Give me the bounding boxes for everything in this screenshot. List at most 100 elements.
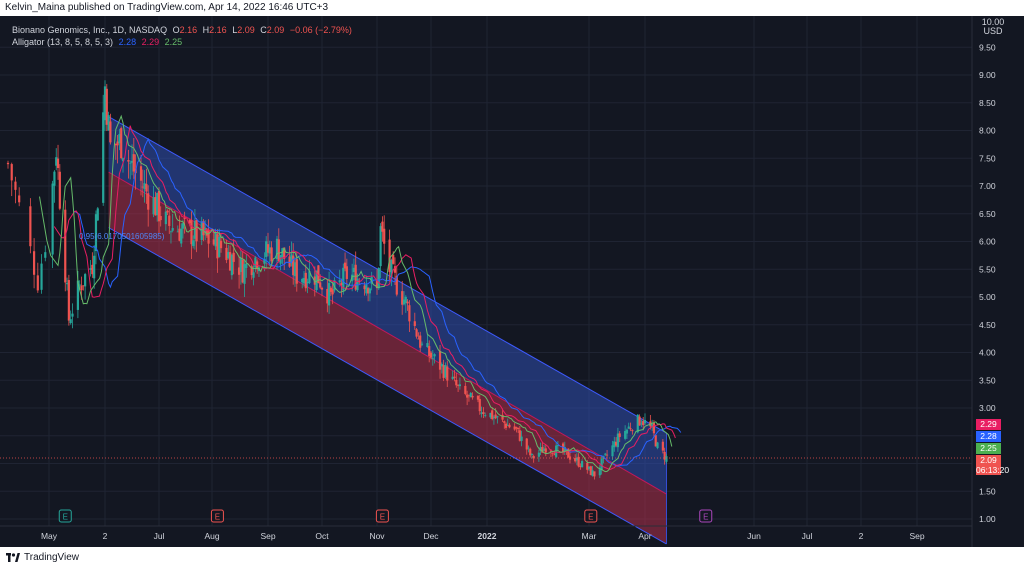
candle-body — [228, 252, 232, 271]
candle-body — [147, 193, 150, 210]
candle-body — [476, 395, 480, 400]
candle-body — [93, 255, 96, 279]
candle-body — [268, 247, 271, 254]
candle-body — [428, 346, 431, 356]
time-tick-label: 2022 — [478, 531, 497, 541]
price-tick-label: 5.50 — [979, 264, 996, 274]
candle-body — [283, 247, 286, 259]
candle-body — [643, 419, 647, 424]
candle-body — [171, 228, 174, 231]
candle-body — [313, 276, 316, 285]
candle-body — [237, 267, 241, 275]
candle-body — [181, 223, 185, 229]
candle-body — [91, 264, 94, 275]
candle-body — [152, 197, 155, 215]
candle-body — [216, 234, 219, 259]
candle-body — [393, 266, 397, 273]
candle-body — [40, 263, 43, 290]
teeth-price-tag: 2.29 — [976, 419, 1001, 430]
earnings-marker[interactable]: E — [699, 509, 713, 523]
candle-body — [537, 452, 540, 457]
candle-body — [343, 262, 347, 269]
candle-body — [266, 244, 270, 253]
time-tick-label: Dec — [423, 531, 439, 541]
time-tick-label: Aug — [204, 531, 219, 541]
candle-body — [225, 247, 228, 261]
earnings-marker[interactable]: E — [375, 509, 389, 523]
candle-body — [466, 394, 469, 398]
price-tick-label: 6.00 — [979, 237, 996, 247]
candle-body — [529, 448, 532, 456]
price-chart[interactable]: 0.95(6.0170501605985) 1.001.502.002.503.… — [0, 16, 1024, 547]
price-change: −0.06 (−2.79%) — [289, 25, 352, 35]
candle-body — [340, 282, 343, 286]
candle-body — [354, 264, 357, 290]
candle-body — [413, 321, 416, 327]
candle-body — [304, 272, 307, 289]
footer-bar: TradingView — [0, 547, 1024, 569]
earnings-marker[interactable]: E — [210, 509, 224, 523]
fib-level-label: 0.95(6.0170501605985) — [79, 232, 165, 241]
candle-body — [250, 266, 253, 276]
candle-body — [80, 285, 83, 291]
candle-body — [611, 445, 614, 457]
candle-body — [306, 281, 309, 284]
candle-body — [420, 343, 424, 345]
candle-body — [288, 256, 291, 267]
candle-body — [663, 451, 666, 460]
candle-body — [293, 262, 297, 277]
alligator-lips-line — [39, 114, 673, 473]
candle-body — [618, 433, 621, 437]
ohlc-c-value: 2.09 — [266, 25, 285, 35]
candle-body — [29, 206, 32, 247]
candle-body — [116, 141, 119, 146]
currency-label[interactable]: USD — [983, 26, 1003, 36]
candle-body — [388, 239, 391, 273]
candle-body — [478, 398, 481, 412]
candle-body — [105, 88, 108, 125]
candle-body — [329, 287, 332, 292]
jaw-price-tag: 2.28 — [976, 431, 1001, 442]
tradingview-logo[interactable]: TradingView — [6, 552, 79, 563]
candle-body — [78, 284, 81, 286]
earnings-marker[interactable]: E — [584, 509, 598, 523]
candle-body — [130, 160, 134, 163]
candle-body — [491, 410, 494, 420]
candle-body — [453, 376, 456, 378]
earnings-marker[interactable]: E — [58, 509, 72, 523]
candle-body — [404, 296, 407, 303]
candle-body — [614, 441, 618, 446]
candle-body — [145, 183, 148, 192]
candle-body — [616, 433, 620, 448]
candle-body — [494, 414, 497, 419]
candle-body — [598, 468, 601, 476]
candle-body — [295, 259, 298, 284]
lips-price-tag: 2.25 — [976, 443, 1001, 454]
time-tick-label: Jun — [747, 531, 761, 541]
candle-body — [36, 275, 39, 291]
candle-body — [129, 162, 132, 164]
candle-body — [315, 270, 318, 290]
chart-legend: Bionano Genomics, Inc., 1D, NASDAQ O2.16… — [12, 24, 352, 48]
candle-body — [446, 366, 449, 381]
candle-body — [390, 259, 393, 278]
candle-body — [520, 436, 523, 441]
price-tick-label: 6.50 — [979, 209, 996, 219]
earnings-marker-box — [375, 509, 389, 523]
channel-lower-line[interactable] — [108, 227, 667, 545]
candle-body — [551, 453, 554, 454]
candle-body — [489, 412, 492, 418]
time-tick-label: Sep — [260, 531, 275, 541]
candle-body — [308, 271, 311, 283]
channel-upper-band — [108, 116, 667, 495]
candle-body — [629, 428, 632, 430]
candle-body — [320, 287, 324, 290]
time-axis[interactable]: May 2 Jul Aug Sep Oct Nov Dec 2022 Mar Apr Jun Jul 2 S… — [41, 531, 925, 541]
candle-body — [219, 240, 223, 249]
candle-body — [456, 385, 460, 386]
candle-body — [605, 454, 609, 456]
candle-body — [379, 226, 382, 267]
candle-body — [642, 421, 645, 426]
price-axis-header: 10.00 USD — [980, 18, 1006, 36]
candle-body — [342, 267, 345, 291]
